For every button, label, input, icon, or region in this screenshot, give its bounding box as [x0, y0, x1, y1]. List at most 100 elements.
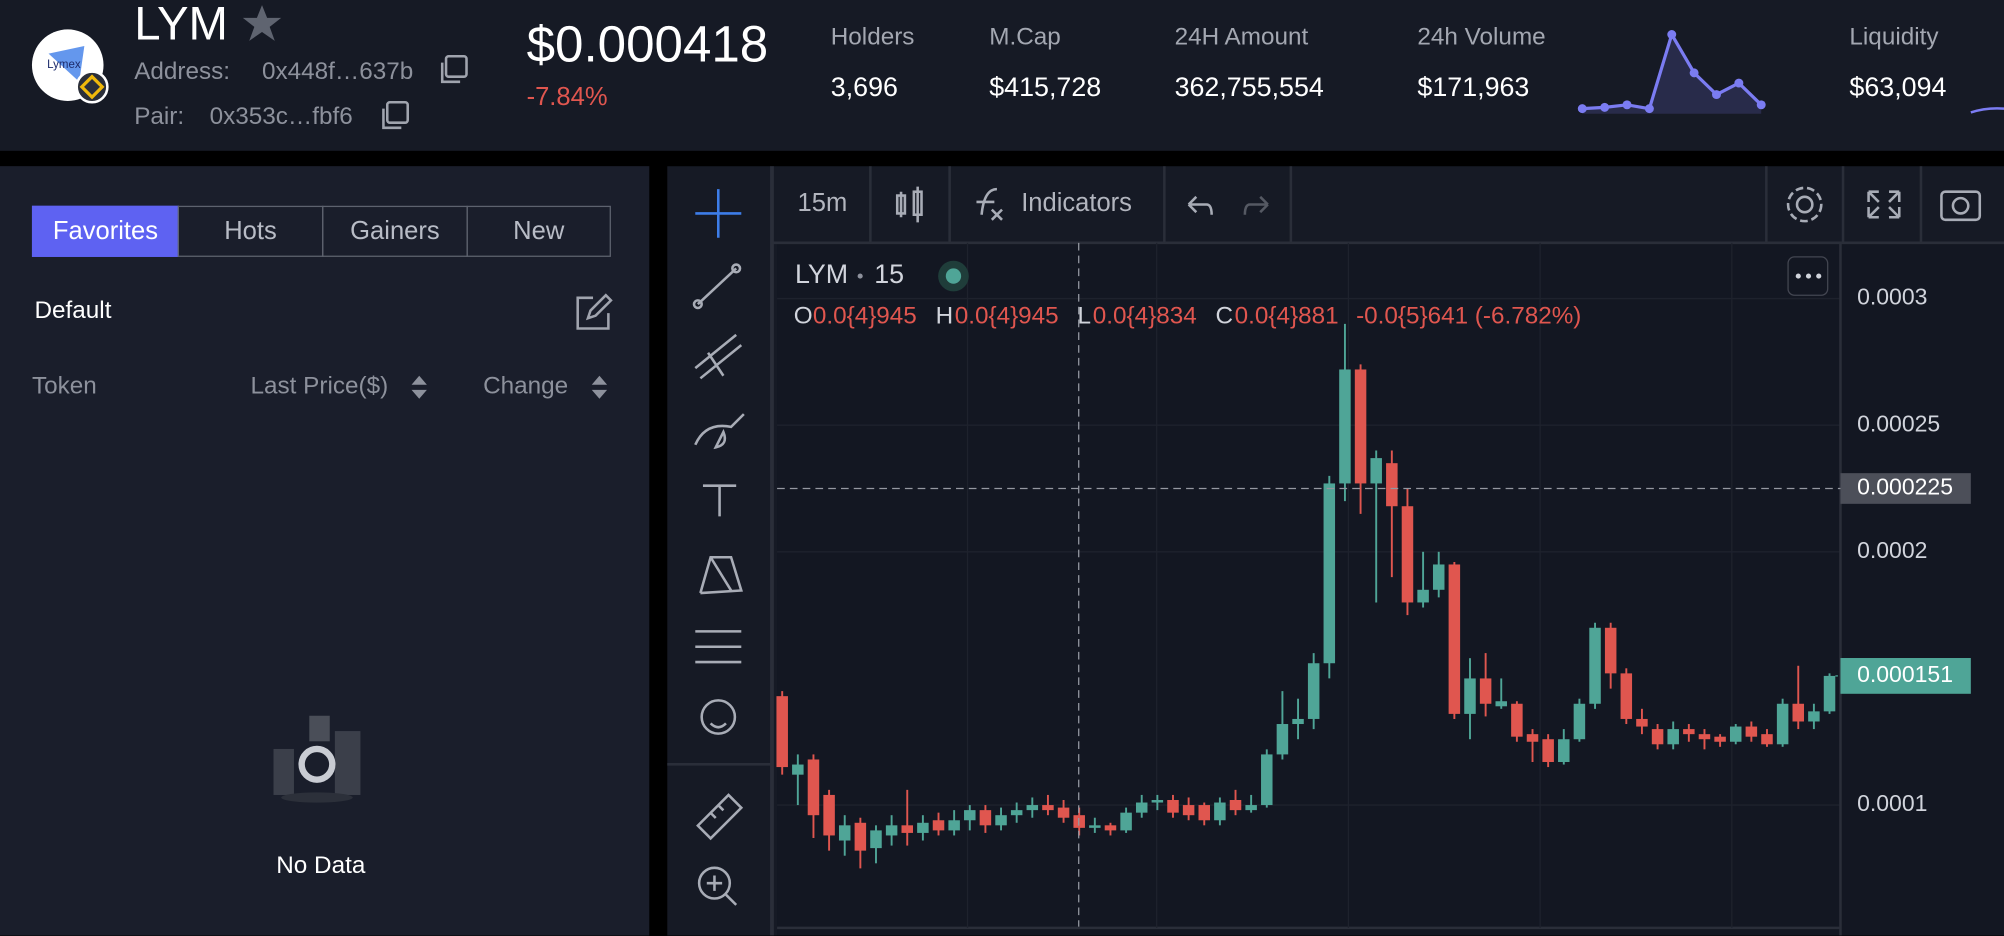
empty-text: No Data	[276, 852, 366, 880]
candle-body	[1604, 627, 1617, 674]
candle-body	[1542, 739, 1554, 763]
logo: Lymex	[31, 29, 109, 104]
candle-body	[870, 830, 882, 849]
candle-body	[1589, 627, 1601, 704]
legend-label: L	[1077, 302, 1091, 329]
column-header[interactable]: Change	[483, 373, 569, 401]
candle-body	[1761, 734, 1773, 745]
sort-icon[interactable]	[409, 373, 429, 401]
stat-label: M.Cap	[989, 24, 1061, 52]
candle-body	[1276, 724, 1289, 755]
candle-body	[1198, 805, 1211, 821]
indicators-button[interactable]: Indicators	[1021, 189, 1132, 217]
chart-symbol: LYM	[795, 259, 848, 289]
tab[interactable]: New	[466, 205, 611, 257]
column-header[interactable]: Last Price($)	[250, 373, 389, 401]
candle-body	[1823, 675, 1836, 712]
sparkline-area	[1582, 34, 1762, 114]
sort-icon[interactable]	[589, 373, 609, 401]
candle-body	[1636, 718, 1648, 727]
tab[interactable]: Gainers	[322, 205, 468, 257]
candle-body	[1667, 729, 1679, 745]
sparkline-point	[1577, 104, 1587, 114]
candle-body	[1167, 799, 1179, 813]
candle-body	[1620, 673, 1633, 719]
interval-button[interactable]: 15m	[798, 189, 848, 217]
tab[interactable]: Favorites	[31, 205, 179, 257]
candle-body	[1089, 825, 1101, 828]
pair-label: Pair:	[134, 103, 185, 131]
empty-icon	[273, 715, 361, 803]
favorite-star[interactable]	[240, 3, 283, 44]
copy-address[interactable]	[437, 54, 470, 87]
sparkline-point	[1622, 100, 1632, 110]
address-label: Address:	[134, 58, 231, 86]
candle-body	[1214, 802, 1226, 821]
candle-body	[885, 825, 898, 836]
candle-body	[1261, 754, 1273, 806]
price-change: -7.84%	[526, 83, 608, 112]
pair: 0x353c…fbf6	[209, 103, 353, 131]
stat-value: $171,963	[1417, 72, 1530, 103]
stat-value: $63,094	[1849, 72, 1947, 103]
edit-button[interactable]	[573, 293, 614, 334]
candle-body	[838, 825, 851, 841]
candle-body	[1339, 369, 1351, 484]
candle-body	[1683, 729, 1695, 735]
last-price-label: 0.000151	[1857, 661, 1953, 687]
candle-body	[1370, 458, 1382, 484]
stat-label: 24H Amount	[1174, 24, 1309, 52]
candle-body	[823, 794, 835, 836]
candle-body	[1354, 369, 1367, 484]
sparkline-point	[1712, 90, 1721, 100]
price: $0.000418	[526, 16, 769, 73]
stat-label: Liquidity	[1849, 24, 1939, 52]
stat-value: 362,755,554	[1174, 72, 1324, 103]
candle-body	[1432, 564, 1445, 590]
candle-body	[1573, 703, 1586, 740]
candle-body	[1417, 589, 1429, 603]
sparkline	[1577, 30, 1766, 114]
legend-label: O	[794, 302, 813, 329]
candle-body	[1729, 726, 1742, 742]
column-header[interactable]: Token	[31, 373, 97, 401]
candle-body	[901, 825, 914, 833]
candle-body	[1448, 564, 1461, 714]
candle-body	[1479, 678, 1492, 704]
group-name: Default	[34, 297, 112, 325]
sidebar	[0, 166, 650, 936]
legend-value: 0.0{4}945	[813, 302, 917, 329]
drawing-tools[interactable]	[692, 186, 1982, 906]
candle-body	[854, 822, 867, 851]
candle-body	[964, 810, 976, 821]
sparkline-point	[1600, 102, 1610, 112]
candle-body	[1792, 703, 1805, 722]
stat-value: 3,696	[830, 72, 898, 103]
y-tick-label: 0.00025	[1857, 410, 1940, 436]
candle-body	[1104, 825, 1117, 831]
candle-body	[948, 820, 960, 831]
candle-body	[1307, 663, 1320, 719]
candle-body	[1135, 802, 1148, 813]
tab[interactable]: Hots	[177, 205, 324, 257]
stat-label: 24h Volume	[1417, 24, 1546, 52]
candle-body	[1698, 734, 1711, 740]
logo-text: Lymex	[47, 59, 81, 71]
candle-body	[979, 810, 992, 826]
address: 0x448f…637b	[262, 58, 414, 86]
stat-label: Holders	[830, 24, 915, 52]
sparkline-edge	[1970, 107, 2004, 114]
candle-body	[776, 696, 788, 768]
candle-body	[1245, 805, 1257, 811]
chart-panel: 15m Indicators LYM 15 O 0.0{4}945 H 0.0{…	[667, 166, 2004, 936]
candle-body	[807, 759, 820, 816]
legend-value: 0.0{4}945	[955, 302, 1059, 329]
legend-value: 0.0{4}881	[1235, 302, 1339, 329]
candle-body	[1182, 805, 1195, 816]
candle-body	[1808, 711, 1820, 722]
candle-body	[1026, 805, 1039, 811]
copy-pair[interactable]	[378, 100, 411, 133]
legend-value: 0.0{4}834	[1093, 302, 1197, 329]
crosshair-price-box	[1840, 473, 1971, 504]
